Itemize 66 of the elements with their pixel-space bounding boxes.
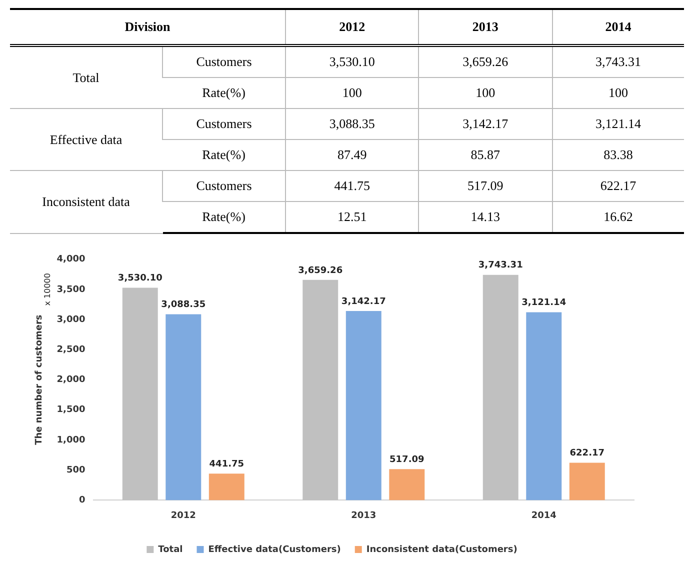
y-tick-label: 2,000 [56,375,86,386]
text: 100 [342,85,362,100]
text: 3,743.31 [596,54,642,69]
data-label: 3,142.17 [341,296,386,307]
x-tick-label: 2014 [531,510,556,521]
category-label: Customers [196,116,252,131]
x-tick-label: 2012 [170,510,196,521]
y-tick-label: 500 [66,465,86,476]
text: 441.75 [334,178,370,193]
bar [346,311,382,500]
y-tick-label: 3,500 [56,284,86,295]
data-label: 3,659.26 [298,266,343,276]
text: 517.09 [468,178,504,193]
text: 14.13 [470,209,500,224]
category-label: Division [10,9,286,46]
bar [569,462,605,500]
bar [122,288,158,500]
y-tick-label: 4,000 [56,254,86,265]
text: x 10000 [43,273,52,306]
text: 16.62 [604,209,633,224]
text: 85.87 [470,147,500,162]
category-label: Customers [196,178,252,193]
text: 100 [608,85,628,100]
text: 100 [476,85,496,100]
category-label: 2012 [286,9,419,46]
text: 83.38 [604,147,633,162]
legend-label: Inconsistent data(Customers) [366,544,518,555]
y-tick-label: 0 [79,496,86,506]
category-label: Rate(%) [202,85,246,100]
y-tick-label: 1,500 [56,405,86,416]
data-label: 3,121.14 [522,298,566,308]
y-tick-label: 3,000 [56,314,86,325]
text: 3,121.14 [596,116,642,131]
bar [526,312,562,500]
text: 12.51 [338,209,367,224]
text: 87.49 [338,147,367,162]
category-label: 2014 [552,9,684,46]
data-label: 3,088.35 [161,300,206,310]
text: 3,088.35 [329,116,375,131]
bar [166,314,202,500]
y-axis-title: The number of customers [34,314,45,445]
legend-label: Total [158,544,183,555]
x-tick-label: 2013 [351,510,376,521]
category-label: Total [72,70,100,84]
y-tick-label: 1,000 [56,435,86,446]
bar [302,280,338,500]
category-label: Rate(%) [202,147,246,162]
y-tick-label: 2,500 [56,345,86,356]
category-label: Rate(%) [202,209,246,224]
bar [389,469,425,500]
data-label: 622.17 [570,448,605,459]
category-label: 2013 [418,9,552,46]
text: 3,142.17 [462,116,508,131]
data-label: 3,743.31 [478,260,523,271]
data-label: 517.09 [390,454,424,465]
data-label: 3,530.10 [118,274,162,284]
text: 3,659.26 [462,54,508,69]
text: 622.17 [600,178,636,193]
category-label: Customers [196,54,252,69]
text: 3,530.10 [329,54,375,69]
data-label: 441.75 [209,459,244,470]
bar [482,274,518,500]
category-label: Effective data [50,132,122,146]
legend-label: Effective data(Customers) [208,544,341,555]
bar [208,474,244,500]
category-label: Inconsistent data [42,194,130,209]
